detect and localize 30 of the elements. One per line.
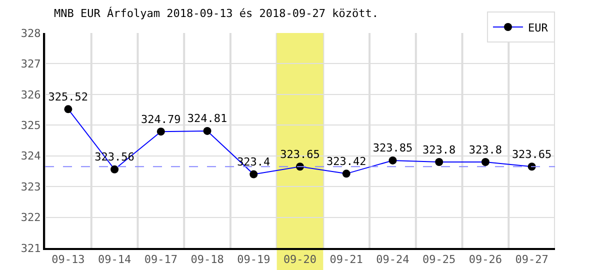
y-tick-label: 327 bbox=[20, 58, 41, 71]
data-label: 323.65 bbox=[280, 148, 320, 161]
y-tick-label: 321 bbox=[20, 242, 41, 255]
x-tick-label: 09-20 bbox=[283, 253, 317, 266]
x-tick-label: 09-21 bbox=[330, 253, 363, 266]
data-label: 324.81 bbox=[187, 112, 228, 126]
chart-title: MNB EUR Árfolyam 2018-09-13 és 2018-09-27 között. bbox=[54, 6, 379, 20]
x-tick-label: 09-18 bbox=[190, 253, 224, 266]
x-tick-label: 09-25 bbox=[422, 253, 456, 266]
data-label: 323.65 bbox=[512, 148, 552, 161]
x-tick-label: 09-27 bbox=[515, 253, 548, 266]
x-tick-label: 09-19 bbox=[237, 253, 270, 266]
y-tick-label: 324 bbox=[20, 150, 42, 163]
x-tick-label: 09-24 bbox=[376, 253, 410, 266]
data-label: 325.52 bbox=[48, 90, 88, 104]
data-label: 323.8 bbox=[422, 143, 456, 156]
x-tick-label: 09-14 bbox=[98, 253, 132, 266]
y-tick-label: 328 bbox=[20, 26, 41, 40]
data-label: 323.8 bbox=[468, 143, 502, 156]
y-tick-label: 322 bbox=[20, 211, 41, 224]
y-tick-label: 323 bbox=[20, 180, 41, 194]
y-tick-label: 325 bbox=[20, 118, 41, 132]
legend-label: EUR bbox=[528, 21, 548, 34]
x-tick-label: 09-13 bbox=[52, 253, 85, 266]
data-label: 323.85 bbox=[372, 142, 413, 155]
x-tick-label: 09-26 bbox=[468, 253, 502, 266]
data-label: 324.79 bbox=[141, 112, 181, 126]
x-tick-label: 09-17 bbox=[144, 253, 178, 266]
data-label: 323.42 bbox=[326, 154, 366, 168]
y-tick-label: 326 bbox=[20, 88, 41, 102]
